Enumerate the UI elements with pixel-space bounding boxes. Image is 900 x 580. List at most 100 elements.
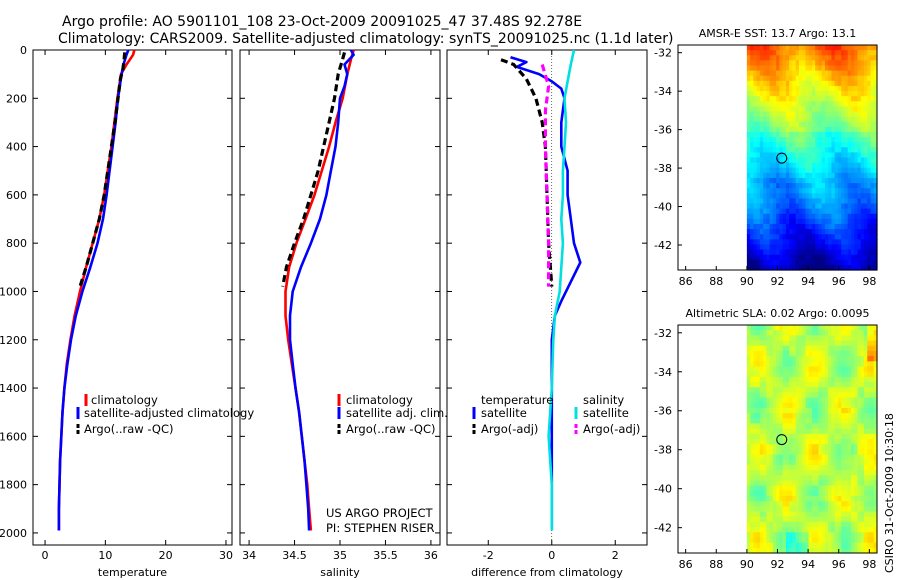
- map-cell: [795, 542, 800, 549]
- map-cell: [815, 402, 820, 409]
- map-cell: [818, 366, 823, 373]
- map-cell: [834, 177, 839, 184]
- y-tick-label: -38: [654, 444, 672, 457]
- map-cell: [837, 131, 842, 138]
- map-cell: [847, 356, 852, 362]
- map-cell: [837, 50, 842, 56]
- map-cell: [824, 234, 829, 240]
- map-cell: [795, 454, 800, 461]
- map-cell: [763, 506, 767, 513]
- map-cell: [824, 376, 829, 383]
- map-cell: [837, 356, 842, 362]
- map-cell: [753, 356, 758, 362]
- map-cell: [802, 213, 807, 220]
- map-cell: [818, 162, 823, 169]
- map-cell: [766, 511, 771, 518]
- map-cell: [756, 85, 761, 92]
- map-cell: [847, 496, 852, 502]
- map-cell: [837, 464, 842, 471]
- map-cell: [750, 106, 754, 113]
- map-cell: [873, 106, 878, 113]
- map-cell: [867, 532, 872, 539]
- map-cell: [857, 96, 862, 102]
- map-cell: [844, 459, 849, 466]
- map-cell: [772, 413, 777, 419]
- map-cell: [837, 213, 842, 220]
- map-cell: [854, 50, 859, 56]
- map-cell: [789, 439, 794, 445]
- map-cell: [837, 428, 842, 435]
- map-cell: [802, 330, 807, 336]
- map-cell: [792, 407, 797, 414]
- map-cell: [802, 85, 807, 92]
- map-cell: [798, 147, 803, 153]
- map-cell: [870, 121, 875, 128]
- y-tick-label: -34: [654, 366, 672, 379]
- map-cell: [779, 459, 784, 466]
- map-cell: [811, 60, 816, 67]
- map-cell: [870, 45, 875, 51]
- map-cell: [847, 392, 852, 399]
- map-cell: [831, 70, 836, 77]
- map-cell: [746, 121, 751, 128]
- map-cell: [802, 198, 807, 205]
- map-cell: [750, 444, 754, 450]
- map-cell: [834, 371, 839, 378]
- map-cell: [746, 371, 751, 378]
- map-cell: [811, 433, 816, 440]
- map-cell: [867, 325, 872, 331]
- map-cell: [841, 449, 846, 456]
- map-cell: [766, 45, 771, 51]
- map-cell: [789, 55, 794, 61]
- map-cell: [782, 234, 787, 240]
- map-cell: [873, 511, 878, 518]
- map-cell: [834, 439, 839, 445]
- map-cell: [795, 244, 800, 251]
- map-cell: [805, 532, 810, 539]
- map-cell: [870, 547, 875, 554]
- map-cell: [834, 470, 839, 476]
- map-cell: [867, 480, 872, 487]
- map-cell: [750, 45, 754, 51]
- legend-label-climatology: climatology: [346, 393, 413, 407]
- map-cell: [815, 542, 820, 549]
- map-cell: [824, 264, 829, 271]
- map-cell: [854, 111, 859, 118]
- map-cell: [828, 361, 833, 368]
- map-cell: [759, 177, 764, 184]
- map-cell: [785, 516, 790, 523]
- map-cell: [857, 335, 862, 342]
- map-cell: [831, 208, 836, 215]
- map-cell: [870, 142, 875, 148]
- map-cell: [789, 223, 794, 230]
- map-cell: [763, 428, 767, 435]
- map-cell: [860, 361, 865, 368]
- map-cell: [818, 259, 823, 266]
- map-cell: [867, 234, 872, 240]
- map-cell: [847, 335, 852, 342]
- map-cell: [863, 75, 868, 82]
- map-cell: [808, 147, 813, 153]
- map-cell: [772, 183, 777, 189]
- map-cell: [746, 325, 751, 331]
- map-cell: [824, 516, 829, 523]
- map-cell: [831, 527, 836, 533]
- map-cell: [792, 259, 797, 266]
- map-cell: [753, 65, 758, 72]
- map-cell: [831, 470, 836, 476]
- map-cell: [772, 345, 777, 352]
- map-cell: [750, 208, 754, 215]
- map-cell: [837, 449, 842, 456]
- map-cell: [815, 361, 820, 368]
- map-cell: [789, 506, 794, 513]
- map-cell: [863, 55, 868, 61]
- map-cell: [815, 162, 820, 169]
- map-cell: [789, 45, 794, 51]
- map-cell: [857, 137, 862, 143]
- map-cell: [779, 183, 784, 189]
- map-cell: [785, 423, 790, 430]
- map-cell: [763, 162, 767, 169]
- map-cell: [873, 335, 878, 342]
- map-cell: [756, 407, 761, 414]
- map-cell: [818, 542, 823, 549]
